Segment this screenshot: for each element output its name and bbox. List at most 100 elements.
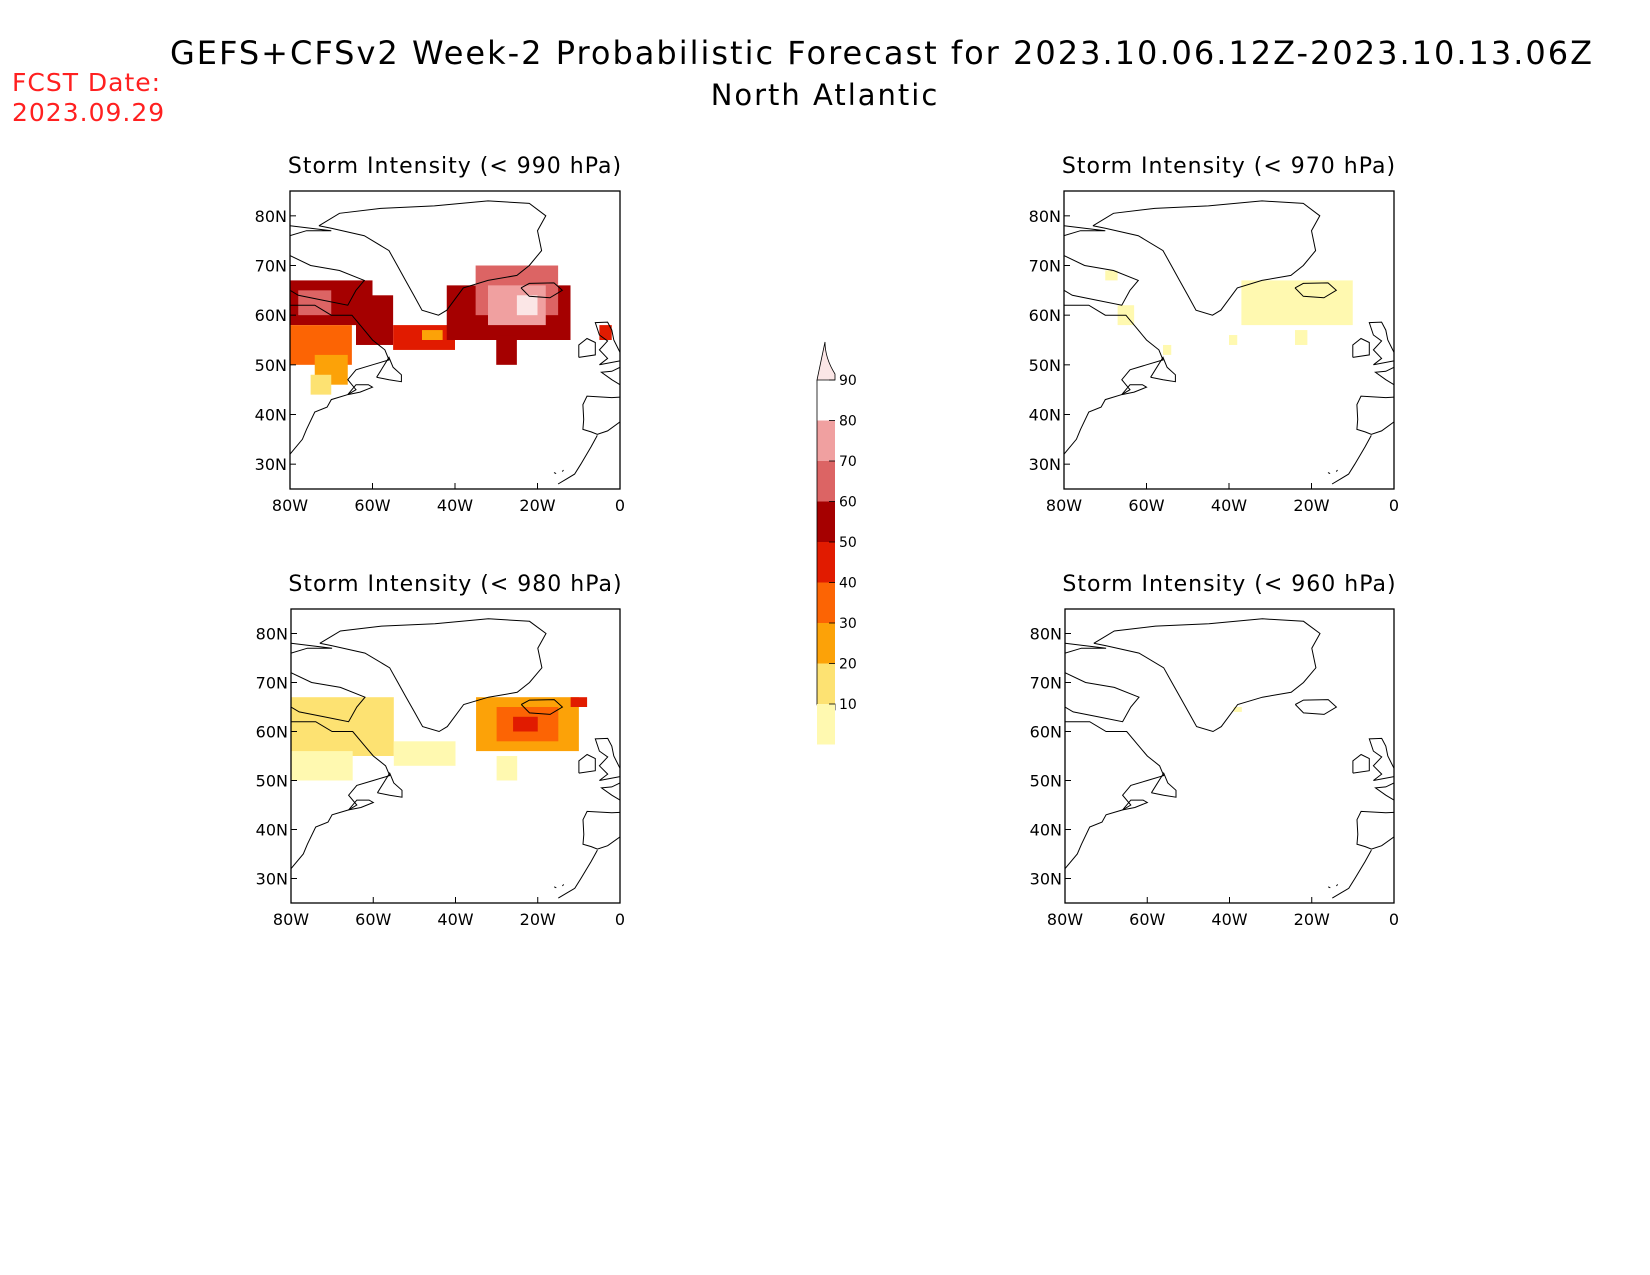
probability-cell <box>422 330 443 340</box>
colorbar-segment <box>817 623 835 664</box>
coastline <box>1368 321 1394 366</box>
colorbar-tick-label: 40 <box>839 576 857 592</box>
lat-tick-label: 40N <box>1029 406 1061 425</box>
coastline <box>594 737 620 781</box>
coastline <box>578 337 596 358</box>
coastline <box>561 469 564 472</box>
probability-cell <box>1163 344 1172 355</box>
colorbar-segment <box>817 542 835 583</box>
coastline <box>1356 395 1394 435</box>
probability-cell <box>356 295 394 345</box>
lat-tick-label: 50N <box>256 772 288 791</box>
panel-title: Storm Intensity (< 970 hPa) <box>1062 154 1396 179</box>
coastline <box>582 395 620 435</box>
lat-tick-label: 30N <box>1030 870 1062 889</box>
lat-tick-label: 30N <box>256 870 288 889</box>
colorbar-tick-label: 10 <box>839 697 857 713</box>
probability-cell <box>291 751 353 781</box>
coastline <box>1327 886 1331 889</box>
coastline <box>562 884 565 887</box>
lat-tick-label: 40N <box>1030 821 1062 840</box>
lon-tick-label: 20W <box>520 910 556 929</box>
colorbar-tick-label: 60 <box>839 495 857 511</box>
coastline <box>600 782 620 801</box>
lon-tick-label: 40W <box>1211 910 1247 929</box>
coastline <box>318 200 547 316</box>
map-frame <box>1064 608 1395 904</box>
coastline <box>1294 699 1338 715</box>
probability-cell <box>1105 270 1118 281</box>
lat-tick-label: 80N <box>256 625 288 644</box>
lat-tick-label: 50N <box>1030 772 1062 791</box>
coastline <box>290 225 332 237</box>
lon-tick-label: 0 <box>615 496 625 515</box>
coastline <box>553 886 557 889</box>
colorbar-over-triangle <box>816 341 836 381</box>
colorbar-segment <box>817 582 835 623</box>
coastline <box>376 772 403 798</box>
map-panel-970hpa: Storm Intensity (< 970 hPa) 80N 70N 60N 50N 4… <box>1029 154 1399 515</box>
lon-tick-label: 20W <box>1294 910 1330 929</box>
coastline <box>553 472 557 475</box>
colorbar-segment <box>817 704 835 745</box>
coastline <box>1327 472 1331 475</box>
coastline <box>1368 737 1394 781</box>
coastline <box>1121 384 1148 396</box>
lon-tick-label: 40W <box>437 910 473 929</box>
colorbar-segment <box>817 501 835 542</box>
probability-cell <box>298 290 332 316</box>
lon-tick-label: 20W <box>1293 496 1329 515</box>
probability-cell <box>496 335 517 365</box>
panel-title: Storm Intensity (< 980 hPa) <box>288 572 622 597</box>
colorbar-tick-label: 70 <box>839 454 857 470</box>
coastline <box>558 849 598 899</box>
probability-fill <box>290 265 612 395</box>
coastline <box>376 356 402 383</box>
colorbar-tick-label: 80 <box>839 414 857 430</box>
coastline <box>578 753 596 774</box>
lon-tick-label: 20W <box>519 496 555 515</box>
lat-tick-label: 70N <box>1029 257 1061 276</box>
lon-tick-label: 40W <box>437 496 473 515</box>
probability-fill <box>1233 707 1242 712</box>
lat-tick-label: 80N <box>1029 207 1061 226</box>
lon-tick-label: 40W <box>1211 496 1247 515</box>
lat-tick-label: 80N <box>255 207 287 226</box>
probability-cell <box>1233 707 1242 712</box>
coastline <box>582 810 620 850</box>
colorbar-tick-label: 30 <box>839 616 857 632</box>
coastline <box>347 384 374 396</box>
panel-title: Storm Intensity (< 960 hPa) <box>1062 572 1396 597</box>
lat-tick-label: 60N <box>1030 723 1062 742</box>
coastline <box>348 799 375 811</box>
colorbar-segment <box>817 663 835 704</box>
lon-tick-label: 80W <box>1047 910 1083 929</box>
probability-fill <box>291 697 588 781</box>
coastline <box>557 435 598 485</box>
coastline <box>1092 200 1321 316</box>
lat-tick-label: 60N <box>255 306 287 325</box>
forecast-date-label: FCST Date: <box>12 68 162 97</box>
lon-tick-label: 80W <box>1046 496 1082 515</box>
coastline <box>1150 772 1177 798</box>
coastlines <box>1064 200 1394 485</box>
probability-cell <box>599 325 612 340</box>
coastline <box>1065 672 1140 723</box>
lon-tick-label: 0 <box>1389 910 1399 929</box>
page-subtitle: North Atlantic <box>710 78 940 112</box>
coastline <box>319 618 547 733</box>
coastline <box>1352 753 1370 774</box>
lat-tick-label: 50N <box>255 356 287 375</box>
colorbar-legend: 90 80 70 60 50 40 30 20 10 <box>816 341 857 745</box>
probability-cell <box>291 697 394 756</box>
coastlines <box>1065 618 1394 899</box>
coastline <box>520 699 564 715</box>
colorbar-segment <box>817 461 835 502</box>
map-panel-990hpa: Storm Intensity (< 990 hPa) 80N 70N 60N 50N 4… <box>255 154 625 515</box>
coastline <box>291 721 391 870</box>
coastline <box>594 321 620 366</box>
lon-tick-label: 80W <box>272 496 308 515</box>
coastline <box>1356 810 1394 850</box>
lat-tick-label: 30N <box>255 455 287 474</box>
map-panel-960hpa: Storm Intensity (< 960 hPa) 80N 70N 60N 50N 4… <box>1030 572 1399 929</box>
